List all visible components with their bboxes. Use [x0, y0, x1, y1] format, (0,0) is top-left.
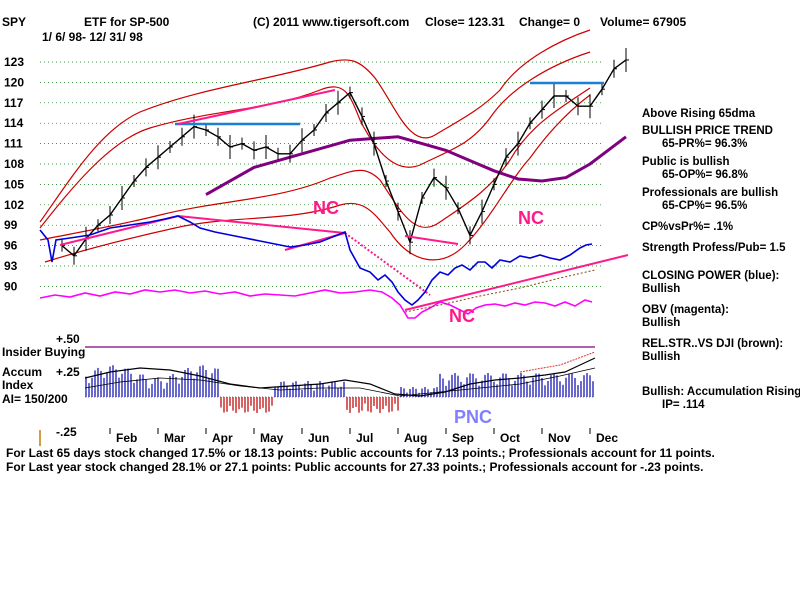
- accum-red-ma: [519, 351, 596, 373]
- side-closing-power-value: Bullish: [642, 283, 681, 295]
- y-tick-label: 90: [4, 279, 18, 293]
- rel-strength-line: [404, 269, 596, 313]
- trendline-decline: [344, 232, 431, 296]
- nc-annotation-2: NC: [518, 208, 544, 228]
- side-relstr-value: Bullish: [642, 351, 681, 363]
- insider-buying-label: Insider Buying: [2, 345, 86, 359]
- minus25-label: -.25: [56, 425, 77, 439]
- trendline-price-top: [177, 89, 336, 125]
- ma65-line: [205, 135, 627, 196]
- x-tick-label: Dec: [596, 431, 618, 445]
- trendline-cp-4: [404, 235, 459, 245]
- date-range: 1/ 6/ 98- 12/ 31/ 98: [42, 30, 143, 44]
- change-value: Change= 0: [519, 15, 581, 29]
- side-cpvs: CP%vsPr%= .1%: [642, 221, 734, 233]
- side-obv-value: Bullish: [642, 317, 681, 329]
- side-public: Public is bullish: [642, 156, 730, 168]
- upper-band-outer: [39, 29, 591, 223]
- side-above: Above Rising 65dma: [642, 108, 756, 120]
- ai-label: AI= 150/200: [2, 392, 68, 406]
- footer-line-1: For Last 65 days stock changed 17.5% or …: [6, 446, 715, 460]
- side-accum: Bullish: Accumulation Rising: [642, 386, 800, 398]
- ticker-label: SPY: [2, 15, 27, 29]
- accum-ma-thin: [84, 367, 596, 397]
- volume-value: Volume= 67905: [600, 15, 687, 29]
- x-tick-label: Oct: [500, 431, 520, 445]
- y-tick-label: 108: [4, 157, 24, 171]
- obv-line: [39, 289, 593, 319]
- trendline-cp-2: [177, 215, 346, 234]
- pnc-annotation: PNC: [454, 407, 493, 427]
- lower-band-outer: [44, 94, 591, 263]
- side-cp: 65-CP%= 96.5%: [662, 200, 748, 212]
- side-pro: Professionals are bullish: [642, 187, 779, 199]
- side-closing-power: CLOSING POWER (blue):: [642, 270, 780, 282]
- y-tick-label: 114: [4, 116, 24, 130]
- y-tick-label: 102: [4, 198, 24, 212]
- y-tick-label: 111: [4, 137, 23, 151]
- side-ip: IP= .114: [662, 399, 705, 411]
- trendline-obv-rise: [404, 254, 629, 311]
- x-tick-label: Sep: [452, 431, 474, 445]
- footer-line-2: For Last year stock changed 28.1% or 27.…: [6, 460, 704, 474]
- x-tick-label: Aug: [404, 431, 427, 445]
- y-tick-label: 96: [4, 239, 18, 253]
- x-tick-label: Jul: [356, 431, 373, 445]
- nc-annotation-1: NC: [313, 198, 339, 218]
- y-tick-label: 120: [4, 75, 24, 89]
- y-tick-labels: 123 120 117 114 111 108 105 102 99 96 93 90: [4, 55, 24, 293]
- close-price-line: [61, 59, 627, 257]
- accum-label: Accum: [2, 365, 43, 379]
- y-tick-label: 105: [4, 177, 24, 191]
- x-tick-label: Mar: [164, 431, 186, 445]
- side-strength: Strength Profess/Pub= 1.5: [642, 242, 786, 254]
- close-value: Close= 123.31: [425, 15, 505, 29]
- x-tick-label: Nov: [548, 431, 571, 445]
- upper-band-inner: [39, 51, 591, 229]
- nc-annotation-3: NC: [449, 306, 475, 326]
- index-label: Index: [2, 378, 34, 392]
- plus50-label: +.50: [56, 332, 80, 346]
- side-op: 65-OP%= 96.8%: [662, 169, 748, 181]
- side-bpt: BULLISH PRICE TREND: [642, 125, 773, 137]
- y-tick-label: 99: [4, 218, 18, 232]
- month-labels: Feb Mar Apr May Jun Jul Aug Sep Oct Nov Dec: [109, 428, 618, 445]
- copyright: (C) 2011 www.tigersoft.com: [253, 15, 410, 29]
- closing-power-line: [39, 215, 593, 307]
- x-tick-label: Jun: [308, 431, 329, 445]
- fund-name: ETF for SP-500: [84, 15, 170, 29]
- y-tick-label: 93: [4, 259, 18, 273]
- x-tick-label: May: [260, 431, 284, 445]
- x-tick-label: Apr: [212, 431, 233, 445]
- side-relstr: REL.STR..VS DJI (brown):: [642, 338, 784, 350]
- y-tick-label: 117: [4, 96, 24, 110]
- side-panel: Above Rising 65dma BULLISH PRICE TREND 6…: [642, 108, 800, 412]
- plus25-label: +.25: [56, 365, 80, 379]
- side-pr: 65-PR%= 96.3%: [662, 138, 748, 150]
- y-tick-label: 123: [4, 55, 24, 69]
- side-obv: OBV (magenta):: [642, 304, 729, 316]
- lower-band-inner: [39, 87, 591, 241]
- accum-ma-line: [84, 357, 596, 397]
- x-tick-label: Feb: [116, 431, 137, 445]
- price-gridlines: [40, 61, 602, 287]
- price-bands: [39, 29, 591, 263]
